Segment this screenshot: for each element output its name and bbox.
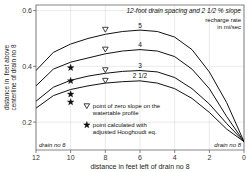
x-tick bbox=[70, 150, 71, 153]
text-line: centerline of drain no 8 bbox=[10, 44, 17, 111]
data-area bbox=[36, 27, 244, 141]
legend-symbol bbox=[84, 122, 90, 128]
series-line bbox=[36, 81, 244, 142]
legend-entry: point calculated withadjusted Hooghoudt … bbox=[93, 122, 157, 135]
series-labels: 5 4 3 2 1/2 bbox=[133, 22, 148, 80]
y-tick-label: 0.4 bbox=[22, 63, 32, 70]
series-label: 5 bbox=[138, 22, 142, 29]
series-line bbox=[36, 50, 244, 142]
chart: 12 10 8 6 4 2 0 0.2 0.4 0.6 distance in feet left … bbox=[0, 0, 250, 172]
x-tick bbox=[209, 150, 210, 153]
series-label: 3 bbox=[138, 62, 142, 69]
x-axis-label: distance in feet left of drain no 8 bbox=[90, 163, 189, 170]
series-point bbox=[103, 27, 109, 32]
y-tick bbox=[33, 122, 36, 123]
x-tick-label: 0 bbox=[242, 154, 246, 161]
x-tick bbox=[174, 150, 175, 153]
legend-entry: point of zero slope on thewatertable pro… bbox=[92, 103, 161, 116]
series-point bbox=[103, 47, 109, 52]
axes: 12 10 8 6 4 2 0 0.2 0.4 0.6 bbox=[22, 7, 246, 161]
series-point bbox=[67, 64, 73, 70]
text-line: distance in feet above bbox=[3, 45, 10, 110]
annotation: recharge ratein mi/sec bbox=[205, 17, 241, 30]
y-tick-label: 0.6 bbox=[22, 7, 32, 14]
chart-title: 12-foot drain spacing and 2 1/2 % slope bbox=[126, 7, 241, 15]
series-label: 2 1/2 bbox=[133, 72, 148, 79]
x-tick-label: 8 bbox=[103, 154, 107, 161]
x-tick bbox=[105, 150, 106, 153]
x-tick-label: 12 bbox=[32, 154, 40, 161]
y-axis-label-group: distance in feet abovecenterline of drai… bbox=[3, 44, 17, 111]
series-point bbox=[103, 68, 109, 73]
series-point bbox=[67, 91, 73, 97]
text-line: watertable profile bbox=[92, 110, 139, 116]
grid-line-x bbox=[209, 5, 210, 150]
y-tick bbox=[33, 10, 36, 11]
legend: point of zero slope on thewatertable pro… bbox=[84, 103, 161, 135]
x-tick-label: 2 bbox=[207, 154, 211, 161]
text-line: adjusted Hooghoudt eq. bbox=[93, 129, 157, 135]
x-tick-label: 6 bbox=[138, 154, 142, 161]
x-tick bbox=[140, 150, 141, 153]
y-tick-label: 0.2 bbox=[22, 119, 32, 126]
x-tick bbox=[244, 150, 245, 153]
series-point bbox=[67, 77, 73, 83]
series-point bbox=[103, 78, 109, 83]
legend-symbol bbox=[84, 104, 90, 109]
grid bbox=[36, 5, 244, 150]
text-line: recharge rate bbox=[205, 17, 241, 23]
series-point bbox=[67, 99, 73, 105]
annotation: drain no 8 bbox=[214, 142, 241, 148]
y-axis-label: distance in feet abovecenterline of drai… bbox=[3, 44, 17, 111]
plot-frame bbox=[36, 5, 244, 150]
series-label: 4 bbox=[138, 41, 142, 48]
x-tick bbox=[36, 150, 37, 153]
text-line: point calculated with bbox=[93, 122, 147, 128]
x-tick-label: 4 bbox=[173, 154, 177, 161]
text-line: in mi/sec bbox=[217, 24, 241, 30]
series-line bbox=[36, 30, 244, 142]
annotation: drain no 6 bbox=[39, 142, 66, 148]
text-line: drain no 6 bbox=[39, 142, 66, 148]
y-tick bbox=[33, 66, 36, 67]
text-line: point of zero slope on the bbox=[93, 103, 161, 109]
x-tick-label: 10 bbox=[67, 154, 75, 161]
text-line: distance in feet left of drain no 8 bbox=[90, 163, 189, 170]
text-line: 12-foot drain spacing and 2 1/2 % slope bbox=[126, 7, 241, 15]
series-line bbox=[36, 71, 244, 142]
text-line: drain no 8 bbox=[214, 142, 241, 148]
